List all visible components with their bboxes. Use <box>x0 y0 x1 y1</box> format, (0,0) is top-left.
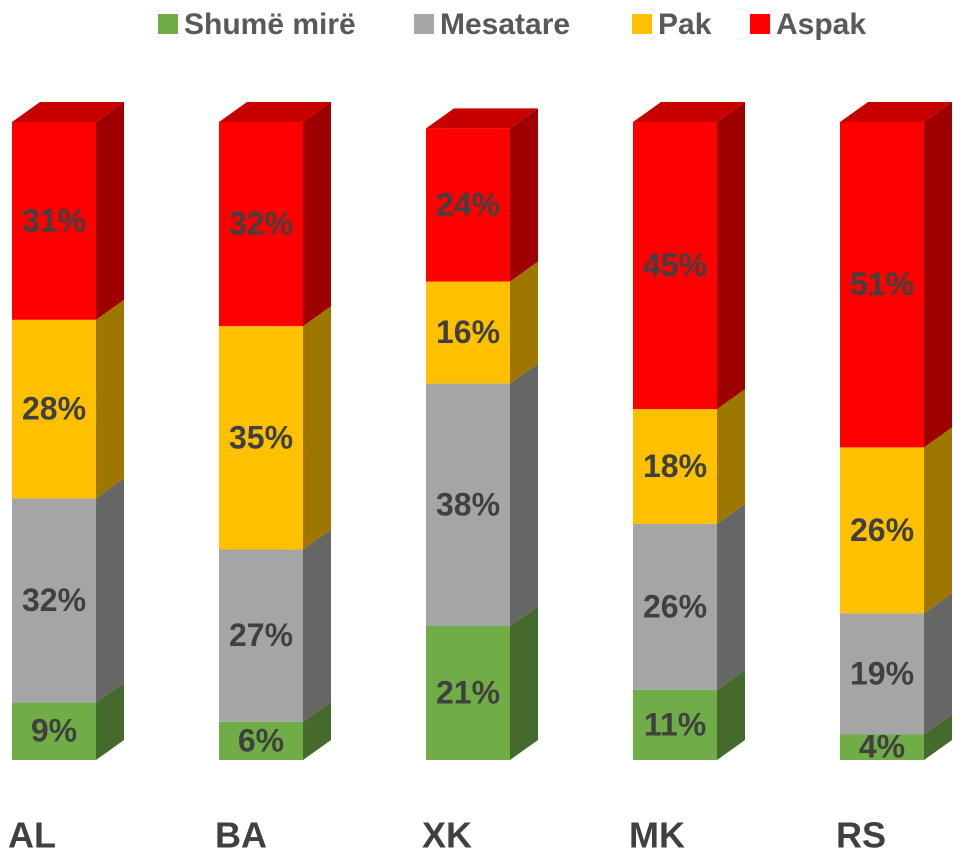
bar-front <box>633 409 717 524</box>
legend-label: Mesatare <box>440 8 570 41</box>
bar-segment <box>633 669 745 760</box>
bar-segment <box>426 261 538 384</box>
bar-segment <box>840 593 952 735</box>
bar-front <box>12 122 96 320</box>
bar-segment <box>426 108 538 282</box>
bar-side <box>303 306 331 550</box>
bar-side <box>717 389 745 524</box>
bar-side <box>717 669 745 760</box>
bar-front <box>633 689 717 760</box>
value-label: 19% <box>850 655 914 691</box>
bar-front <box>12 498 96 703</box>
value-label: 32% <box>22 582 86 618</box>
bar-side <box>96 299 124 499</box>
bar-side <box>510 108 538 282</box>
legend-label: Aspak <box>776 8 866 41</box>
bar-segment <box>426 363 538 627</box>
bar-front <box>219 326 303 550</box>
bar-segment <box>12 102 124 320</box>
legend-swatch <box>414 14 434 34</box>
value-label: 6% <box>238 722 284 758</box>
bar-front <box>12 702 96 760</box>
bar-segment <box>12 682 124 760</box>
value-label: 11% <box>644 706 706 742</box>
bar-segment <box>219 701 331 760</box>
bar-top <box>219 102 331 122</box>
value-label: 24% <box>436 186 500 222</box>
x-tick-label: RS <box>836 815 886 856</box>
bar-front <box>219 721 303 760</box>
value-label: 35% <box>229 419 293 455</box>
bar-segment <box>633 102 745 410</box>
bar-side <box>924 427 952 614</box>
bar-segment <box>840 427 952 614</box>
bar-front <box>840 447 924 614</box>
bar-front <box>426 383 510 627</box>
bar-side <box>717 503 745 690</box>
bar-side <box>510 363 538 627</box>
bar-top <box>426 108 538 129</box>
value-label: 28% <box>22 391 86 427</box>
value-label: 26% <box>850 512 914 548</box>
value-label: 9% <box>31 713 77 749</box>
value-label: 21% <box>436 674 500 710</box>
bar-top <box>633 102 745 122</box>
bar-front <box>426 128 510 282</box>
value-label: 45% <box>643 247 707 283</box>
bar-segment <box>633 389 745 524</box>
value-label: 32% <box>229 206 293 242</box>
value-label: 26% <box>643 588 707 624</box>
legend-swatch <box>158 14 178 34</box>
bar-side <box>96 682 124 760</box>
value-label: 27% <box>229 617 293 653</box>
bar-front <box>426 626 510 760</box>
x-tick-label: XK <box>422 815 472 856</box>
value-label: 31% <box>22 202 86 238</box>
bar-side <box>510 261 538 384</box>
bar-segment <box>219 306 331 550</box>
bar-front <box>219 122 303 327</box>
bar-side <box>717 102 745 410</box>
bar-side <box>303 102 331 327</box>
legend-label: Pak <box>658 8 712 41</box>
bar-front <box>633 523 717 690</box>
x-tick-label: MK <box>629 815 685 856</box>
legend-swatch <box>750 14 770 34</box>
bar-side <box>924 102 952 448</box>
bar-front <box>219 549 303 722</box>
value-label: 16% <box>436 314 500 350</box>
value-label: 4% <box>859 729 905 765</box>
bar-front <box>840 122 924 448</box>
bar-side <box>303 529 331 722</box>
bar-front <box>633 122 717 410</box>
bar-side <box>924 593 952 735</box>
bar-segment <box>12 299 124 499</box>
bar-front <box>426 281 510 384</box>
bar-segment <box>426 606 538 760</box>
legend-label: Shumë mirë <box>184 8 356 41</box>
bar-side <box>96 102 124 320</box>
bar-front <box>12 319 96 499</box>
bar-segment <box>840 714 952 760</box>
value-label: 51% <box>850 266 914 302</box>
bar-segment <box>219 102 331 327</box>
bar-segment <box>12 478 124 703</box>
bar-top <box>12 102 124 122</box>
bar-front <box>840 613 924 735</box>
bar-front <box>840 734 924 760</box>
bar-side <box>96 478 124 703</box>
bar-segment <box>840 102 952 448</box>
bar-top <box>840 102 952 122</box>
legend-swatch <box>632 14 652 34</box>
bar-side <box>303 701 331 760</box>
bar-side <box>510 606 538 760</box>
value-label: 38% <box>436 486 500 522</box>
bar-side <box>924 714 952 760</box>
x-tick-label: AL <box>8 815 56 856</box>
bar-segment <box>633 503 745 690</box>
value-label: 18% <box>643 448 707 484</box>
bar-segment <box>219 529 331 722</box>
x-tick-label: BA <box>215 815 267 856</box>
